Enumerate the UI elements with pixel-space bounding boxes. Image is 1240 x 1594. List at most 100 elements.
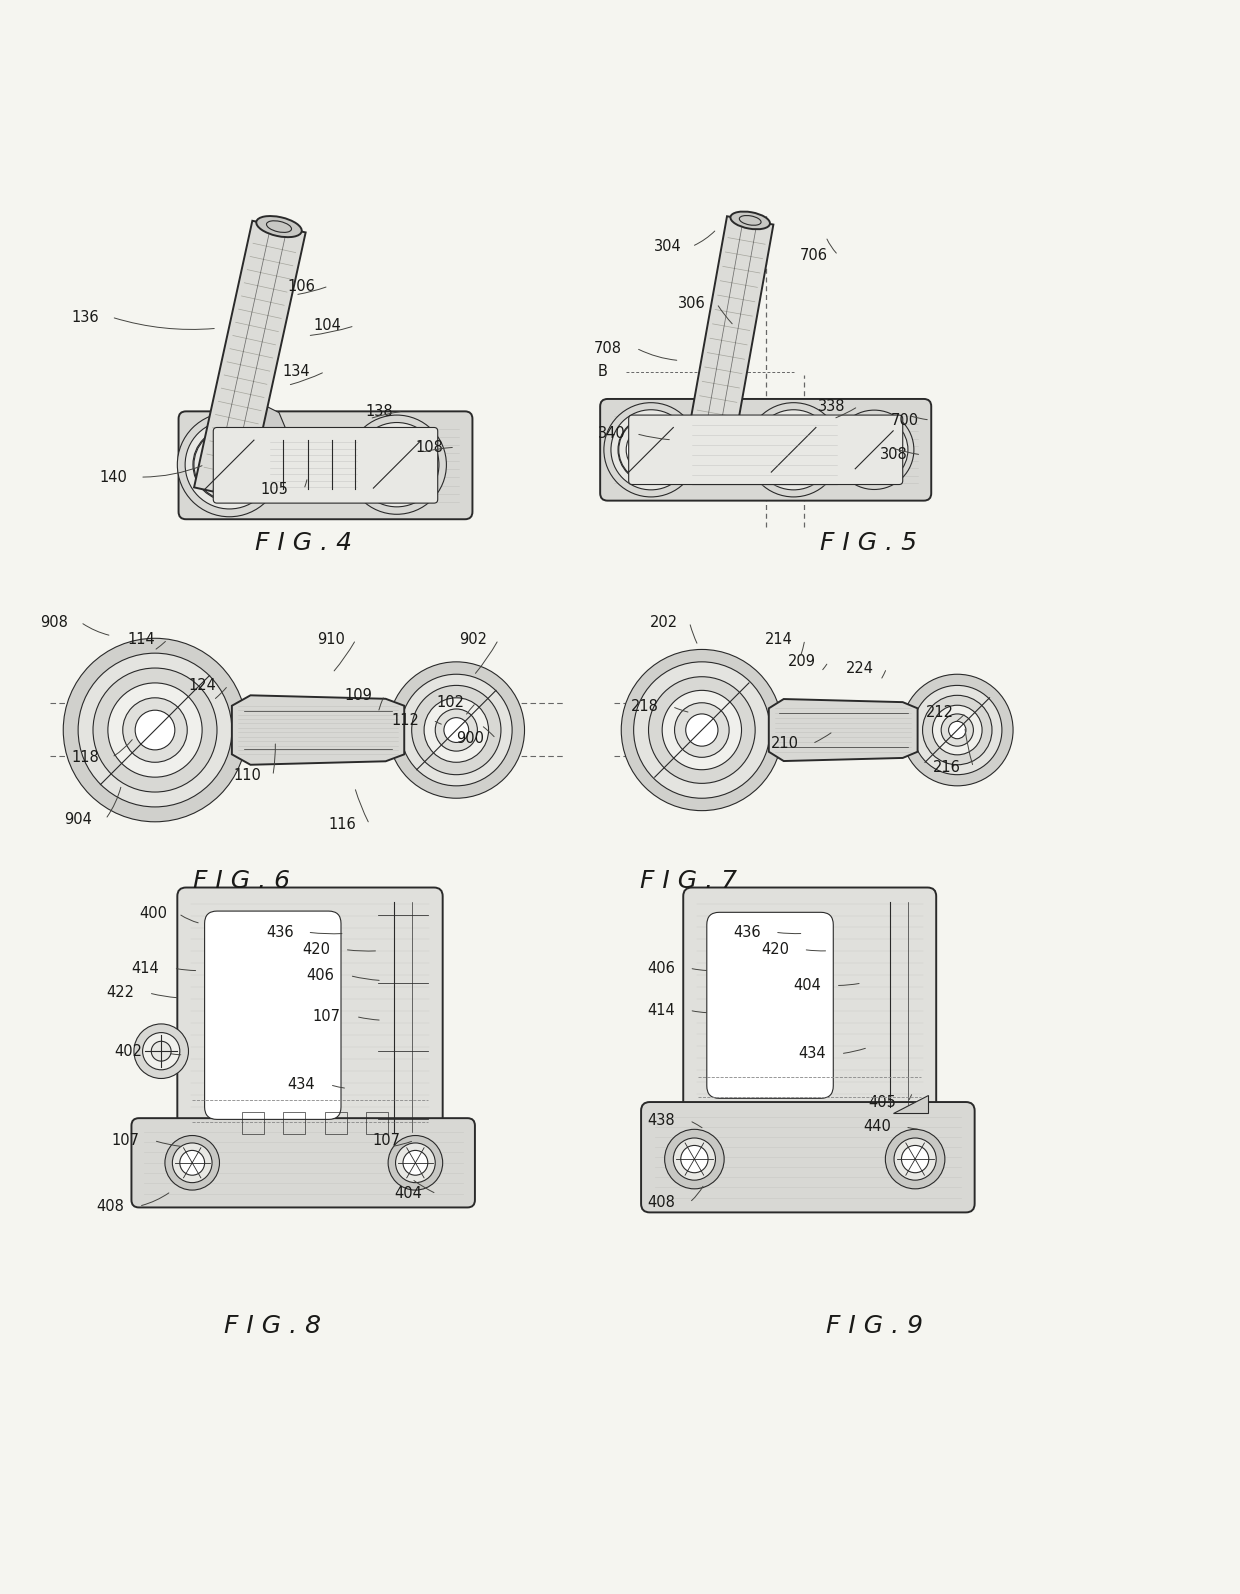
Text: 340: 340 bbox=[598, 426, 625, 442]
Circle shape bbox=[604, 403, 698, 497]
Polygon shape bbox=[681, 217, 774, 481]
Text: F I G . 8: F I G . 8 bbox=[224, 1315, 321, 1339]
Text: 434: 434 bbox=[799, 1046, 826, 1062]
Text: 224: 224 bbox=[846, 660, 874, 676]
Text: 434: 434 bbox=[288, 1078, 315, 1092]
Text: 118: 118 bbox=[72, 749, 99, 765]
Circle shape bbox=[93, 668, 217, 792]
Text: 107: 107 bbox=[312, 1009, 341, 1023]
Text: 405: 405 bbox=[868, 1095, 895, 1109]
Text: 408: 408 bbox=[647, 1196, 675, 1210]
Circle shape bbox=[649, 677, 755, 783]
Text: 338: 338 bbox=[818, 398, 846, 414]
Circle shape bbox=[681, 1146, 708, 1173]
Text: B: B bbox=[598, 363, 608, 379]
Text: F I G . 6: F I G . 6 bbox=[193, 869, 290, 893]
Bar bbox=[242, 1113, 264, 1135]
Circle shape bbox=[151, 1041, 171, 1062]
Text: 408: 408 bbox=[97, 1199, 124, 1213]
Circle shape bbox=[761, 418, 826, 481]
Circle shape bbox=[754, 410, 833, 489]
Text: 114: 114 bbox=[128, 631, 155, 647]
Circle shape bbox=[853, 429, 895, 470]
Circle shape bbox=[177, 413, 281, 516]
Circle shape bbox=[63, 638, 247, 823]
Text: 404: 404 bbox=[794, 979, 821, 993]
Text: 414: 414 bbox=[131, 961, 159, 976]
Circle shape bbox=[746, 403, 841, 497]
Circle shape bbox=[388, 662, 525, 799]
Text: 134: 134 bbox=[283, 363, 310, 379]
FancyBboxPatch shape bbox=[177, 888, 443, 1146]
Text: 706: 706 bbox=[800, 247, 828, 263]
Text: 106: 106 bbox=[288, 279, 315, 293]
Circle shape bbox=[135, 711, 175, 749]
Circle shape bbox=[403, 1151, 428, 1175]
Circle shape bbox=[949, 722, 966, 738]
Text: 216: 216 bbox=[932, 760, 960, 775]
Circle shape bbox=[619, 418, 683, 481]
FancyBboxPatch shape bbox=[629, 414, 903, 485]
Text: 214: 214 bbox=[765, 631, 792, 647]
Circle shape bbox=[673, 1138, 715, 1180]
Circle shape bbox=[424, 698, 489, 762]
Text: 104: 104 bbox=[314, 319, 341, 333]
Text: 420: 420 bbox=[303, 942, 331, 956]
Text: 420: 420 bbox=[761, 942, 790, 956]
Text: 402: 402 bbox=[114, 1044, 143, 1058]
FancyBboxPatch shape bbox=[131, 1117, 475, 1207]
Polygon shape bbox=[227, 406, 285, 437]
Circle shape bbox=[185, 421, 274, 508]
Circle shape bbox=[134, 1023, 188, 1079]
Text: 900: 900 bbox=[456, 732, 485, 746]
Text: 138: 138 bbox=[366, 403, 393, 419]
Ellipse shape bbox=[730, 212, 770, 230]
Text: 308: 308 bbox=[880, 448, 908, 462]
Circle shape bbox=[621, 649, 782, 811]
Circle shape bbox=[180, 1151, 205, 1175]
Circle shape bbox=[665, 1129, 724, 1189]
Circle shape bbox=[760, 416, 827, 483]
Ellipse shape bbox=[257, 217, 301, 238]
Text: F I G . 7: F I G . 7 bbox=[640, 869, 737, 893]
Circle shape bbox=[435, 709, 477, 751]
Text: 438: 438 bbox=[647, 1113, 675, 1129]
Text: 700: 700 bbox=[890, 413, 919, 427]
FancyBboxPatch shape bbox=[179, 411, 472, 520]
Text: 908: 908 bbox=[40, 615, 67, 630]
Circle shape bbox=[202, 437, 257, 493]
Circle shape bbox=[401, 674, 512, 786]
Circle shape bbox=[123, 698, 187, 762]
Polygon shape bbox=[195, 222, 305, 499]
Circle shape bbox=[611, 410, 691, 489]
Circle shape bbox=[193, 429, 265, 501]
Circle shape bbox=[901, 674, 1013, 786]
Circle shape bbox=[847, 422, 901, 478]
Text: 436: 436 bbox=[267, 925, 294, 939]
Circle shape bbox=[885, 1129, 945, 1189]
Text: 212: 212 bbox=[926, 705, 955, 720]
Circle shape bbox=[941, 714, 973, 746]
Circle shape bbox=[618, 416, 684, 483]
Circle shape bbox=[347, 414, 446, 515]
Text: 422: 422 bbox=[107, 985, 135, 1001]
Text: 140: 140 bbox=[99, 470, 126, 485]
Circle shape bbox=[193, 429, 265, 501]
Text: 400: 400 bbox=[139, 905, 167, 921]
Text: 107: 107 bbox=[372, 1133, 401, 1148]
Text: 306: 306 bbox=[678, 296, 706, 311]
Text: 406: 406 bbox=[647, 961, 675, 976]
Text: 440: 440 bbox=[863, 1119, 890, 1135]
Circle shape bbox=[143, 1033, 180, 1070]
Text: 102: 102 bbox=[436, 695, 465, 711]
Text: F I G . 4: F I G . 4 bbox=[255, 531, 352, 555]
FancyBboxPatch shape bbox=[683, 888, 936, 1122]
Text: 136: 136 bbox=[72, 309, 99, 325]
FancyBboxPatch shape bbox=[205, 912, 341, 1119]
Bar bbox=[269, 440, 358, 489]
Text: 108: 108 bbox=[415, 440, 443, 454]
Bar bbox=[366, 1113, 388, 1135]
Circle shape bbox=[913, 685, 1002, 775]
Circle shape bbox=[172, 1143, 212, 1183]
Text: 124: 124 bbox=[188, 677, 216, 693]
